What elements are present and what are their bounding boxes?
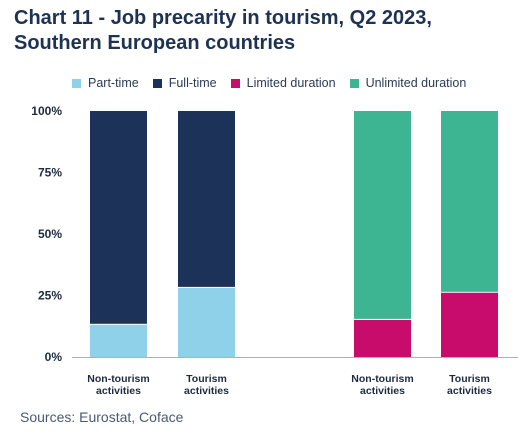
x-category-label: Non-tourism — [87, 373, 149, 385]
chart-title-line-2: Southern European countries — [14, 32, 296, 54]
chart-title: Chart 11 - Job precarity in tourism, Q2 … — [14, 6, 524, 56]
bar-segment-unlimited-duration — [354, 111, 411, 319]
x-category-label: activities — [360, 385, 405, 397]
y-tick-label: 75% — [38, 166, 62, 180]
bar-segment-limited-duration — [354, 318, 411, 357]
chart-title-line-1: Chart 11 - Job precarity in tourism, Q2 … — [14, 7, 432, 29]
legend-label-limited-duration: Limited duration — [246, 76, 336, 90]
bar-segment-full-time — [90, 111, 147, 324]
legend-swatch-part-time — [72, 78, 81, 88]
bar-segment-part-time — [90, 323, 147, 357]
x-category-label: Tourism — [449, 373, 490, 385]
legend-label-full-time: Full-time — [168, 76, 217, 90]
x-category-label: Non-tourism — [351, 373, 413, 385]
legend-swatch-limited-duration — [230, 78, 240, 88]
y-tick-label: 0% — [45, 350, 63, 364]
legend-swatch-unlimited-duration — [349, 78, 359, 88]
legend-label-unlimited-duration: Unlimited duration — [365, 76, 467, 90]
y-tick-label: 50% — [38, 227, 62, 241]
bar-segment-full-time — [178, 111, 235, 287]
x-category-label: activities — [447, 385, 492, 397]
bar-segment-unlimited-duration — [441, 111, 498, 292]
legend-item-limited-duration: Limited duration — [230, 76, 336, 90]
x-category-label: activities — [96, 385, 141, 397]
y-tick-label: 100% — [31, 104, 62, 118]
y-tick-label: 25% — [38, 289, 62, 303]
legend-swatch-full-time — [152, 78, 162, 88]
legend-item-full-time: Full-time — [152, 76, 217, 90]
chart-legend: Part-time Full-time Limited duration Unl… — [72, 75, 532, 91]
chart-source: Sources: Eurostat, Coface — [20, 409, 184, 425]
legend-item-unlimited-duration: Unlimited duration — [349, 76, 467, 90]
bar-segment-part-time — [178, 286, 235, 357]
legend-label-part-time: Part-time — [88, 76, 139, 90]
bar-segment-limited-duration — [441, 291, 498, 357]
legend-item-part-time: Part-time — [72, 76, 139, 90]
x-category-label: activities — [184, 385, 229, 397]
x-category-label: Tourism — [186, 373, 227, 385]
